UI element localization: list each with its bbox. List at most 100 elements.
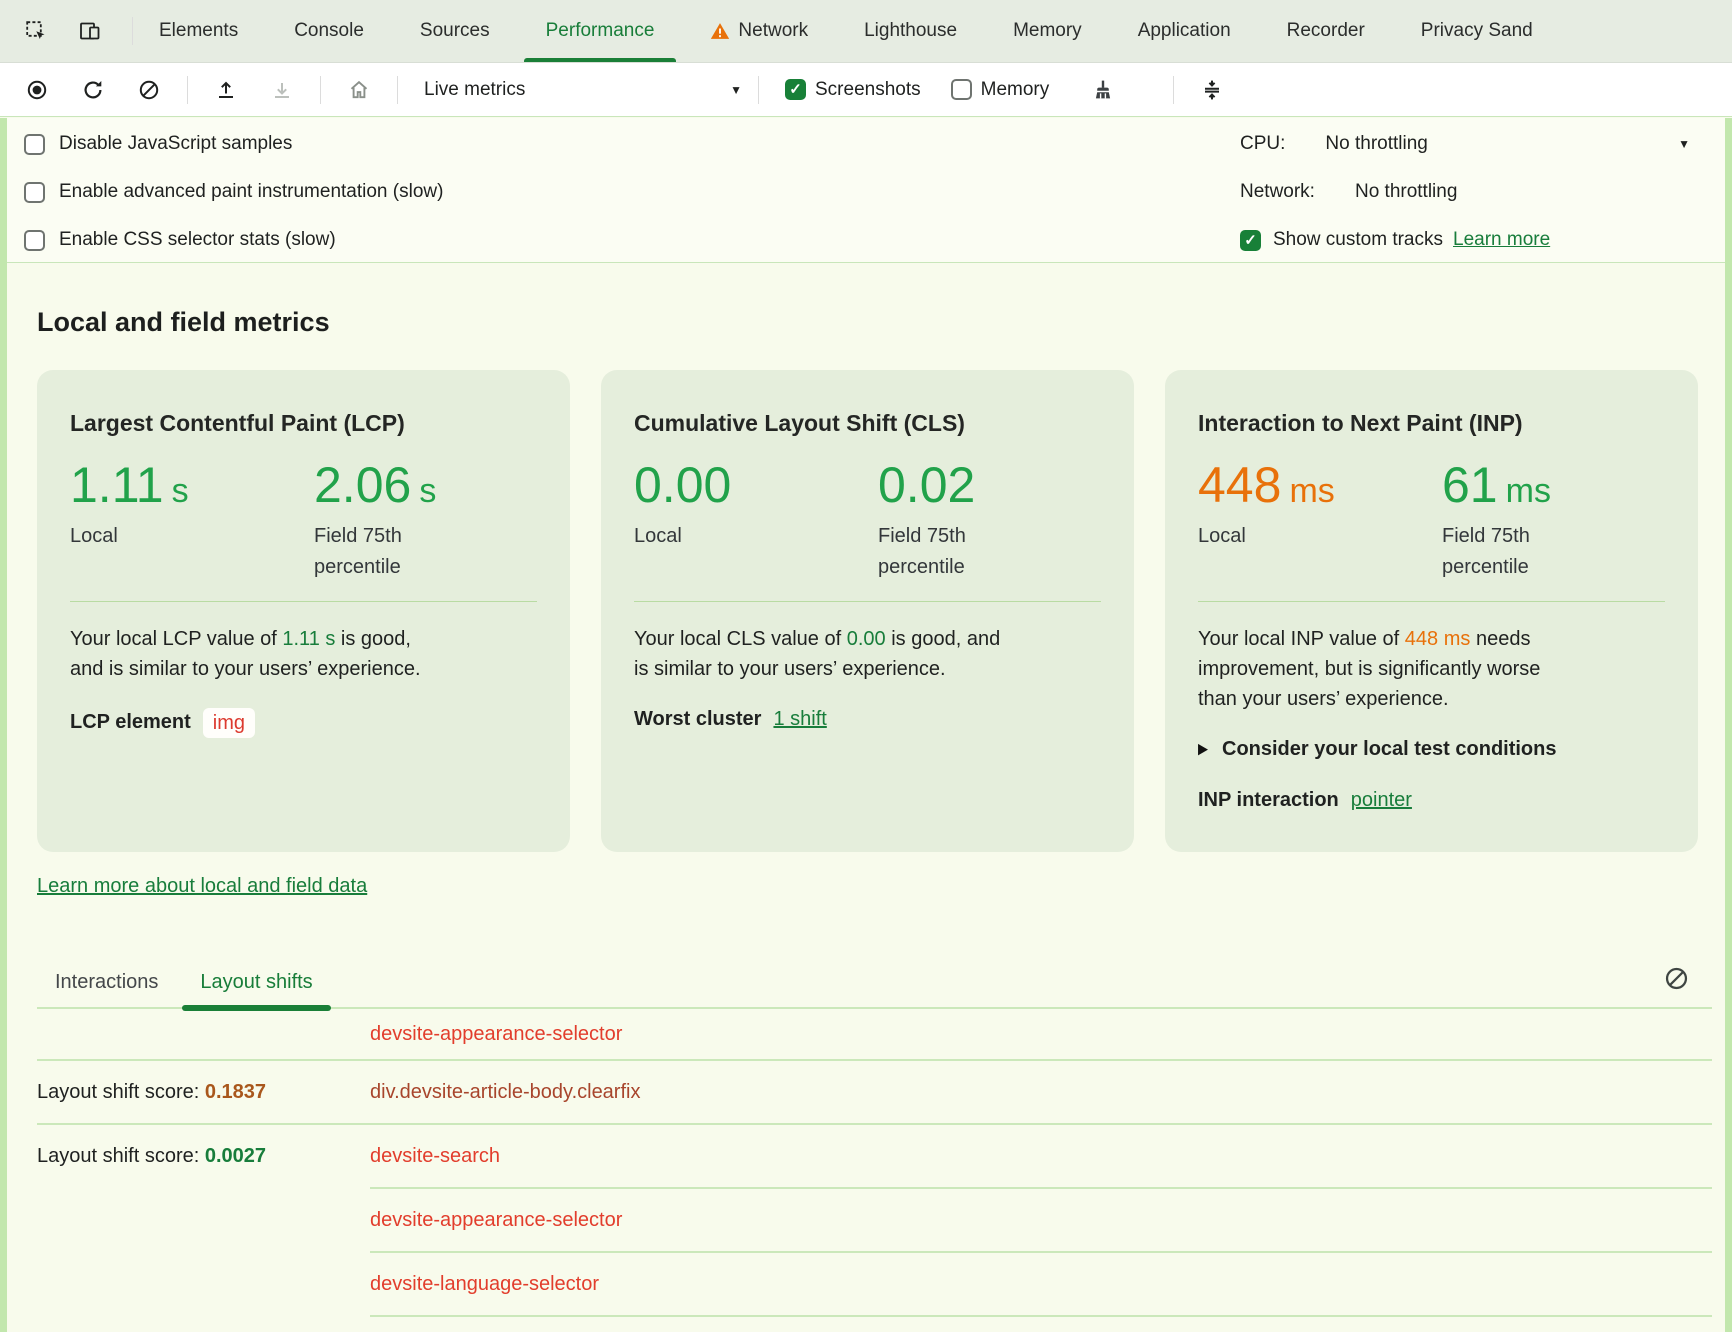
tab-application[interactable]: Application [1137,20,1231,41]
shift-element-link[interactable]: div.devsite-article-body.clearfix [370,1080,641,1103]
tab-lighthouse[interactable]: Lighthouse [864,20,958,41]
clear-log-icon[interactable] [1663,965,1690,992]
layout-shifts-table: devsite-appearance-selector Layout shift… [0,1009,1712,1332]
divider [370,1187,1712,1189]
record-icon[interactable] [25,78,49,102]
cls-description: Your local CLS value of 0.00 is good, an… [634,627,1001,680]
layout-shift-row[interactable]: devsite-appearance-selector [0,1009,1712,1059]
inp-field-value: 61 ms [1442,457,1551,513]
inp-interaction-link[interactable]: pointer [1350,788,1412,811]
field-data-learn-more-link[interactable]: Learn more about local and field data [37,875,368,897]
divider [70,600,537,602]
upload-profile-icon[interactable] [214,78,238,102]
custom-tracks-learn-more-link[interactable]: Learn more [1453,229,1551,250]
panel-left-border [0,118,7,1332]
capture-settings-left: Disable JavaScript samples Enable advanc… [24,120,443,264]
checkbox-unchecked-icon [24,133,45,155]
chevron-down-icon: ▼ [730,82,742,97]
divider [187,75,188,104]
card-title: Largest Contentful Paint (LCP) [70,410,405,436]
panel-right-border [1725,118,1732,1332]
chevron-down-icon[interactable]: ▼ [1678,137,1690,151]
custom-tracks-row: ✓ Show custom tracks Learn more [1240,216,1732,264]
field-label: Field 75th percentile [878,524,966,578]
layout-shift-row[interactable]: Layout shift score: 0.1837 div.devsite-a… [37,1080,641,1103]
tab-layout-shifts[interactable]: Layout shifts [182,957,331,1011]
divider [1173,75,1175,104]
inspect-element-icon[interactable] [24,19,48,43]
tab-performance[interactable]: Performance [523,0,677,62]
advanced-paint-checkbox[interactable]: Enable advanced paint instrumentation (s… [24,168,443,216]
shift-element-link[interactable]: devsite-appearance-selector [370,1208,623,1231]
performance-toolbar: Live metrics ▼ ✓ Screenshots Memory [0,63,1732,117]
css-selector-stats-checkbox[interactable]: Enable CSS selector stats (slow) [24,216,443,264]
shift-element-link[interactable]: devsite-language-selector [370,1272,600,1295]
screenshots-checkbox[interactable]: ✓ Screenshots [785,79,921,101]
cls-field-value: 0.02 [878,457,976,513]
device-toolbar-icon[interactable] [78,19,102,43]
download-profile-icon[interactable] [270,78,294,102]
divider [758,75,759,104]
memory-checkbox[interactable]: Memory [950,79,1049,101]
lcp-description: Your local LCP value of 1.11 s is good, … [70,627,421,680]
inp-local-value: 448 ms [1198,457,1335,513]
cls-local-value: 0.00 [634,457,732,513]
tab-elements[interactable]: Elements [159,20,239,41]
inp-interaction-label: INP interaction [1198,788,1339,811]
history-dropdown[interactable]: Live metrics ▼ [424,78,742,100]
local-test-conditions-disclosure[interactable]: ▶ Consider your local test conditions [1198,737,1557,760]
layout-shift-row[interactable]: devsite-language-selector [0,1253,1712,1315]
inp-card: Interaction to Next Paint (INP) 448 ms Lo… [1165,370,1698,852]
details-tabstrip: Interactions Layout shifts [37,957,1712,1011]
lcp-element-chip[interactable]: img [202,707,256,738]
tab-sources[interactable]: Sources [419,20,490,41]
disable-js-samples-checkbox[interactable]: Disable JavaScript samples [24,120,443,168]
shift-element-link[interactable]: devsite-search [370,1144,501,1167]
lcp-card: Largest Contentful Paint (LCP) 1.11 s Loc… [37,370,570,852]
tab-memory[interactable]: Memory [1013,20,1082,41]
throttling-settings: CPU: No throttling ▼ Network: No throttl… [1240,120,1732,264]
local-label: Local [1198,524,1246,547]
home-icon[interactable] [347,78,371,102]
collapse-panel-icon[interactable] [1200,78,1224,102]
network-throttling-select[interactable]: No throttling [1354,181,1458,202]
layout-shift-row[interactable]: Layout shift score: 0.0027 devsite-searc… [37,1144,501,1167]
checkbox-checked-icon: ✓ [1240,229,1261,251]
tab-recorder[interactable]: Recorder [1286,20,1365,41]
divider [37,1123,1712,1125]
checkbox-unchecked-icon [950,79,972,100]
shift-element-link[interactable]: devsite-appearance-selector [370,1022,623,1045]
garbage-collect-icon[interactable] [1091,78,1115,102]
checkbox-checked-icon: ✓ [785,79,806,100]
divider [1198,600,1665,602]
layout-shift-row[interactable]: devsite-appearance-selector [0,1189,1712,1251]
worst-cluster-link[interactable]: 1 shift [773,707,827,730]
divider [37,1059,1712,1061]
page-title: Local and field metrics [37,307,330,337]
warning-icon [710,21,730,41]
divider [370,1315,1712,1317]
tab-interactions[interactable]: Interactions [55,970,159,993]
field-label: Field 75th percentile [1442,524,1530,578]
tab-console[interactable]: Console [294,20,364,41]
divider [320,75,321,104]
cpu-throttling-select[interactable]: No throttling [1325,133,1428,154]
show-custom-tracks-checkbox[interactable]: ✓ Show custom tracks [1240,229,1443,251]
capture-settings: Disable JavaScript samples Enable advanc… [0,118,1732,263]
clear-icon[interactable] [137,78,161,102]
inp-description: Your local INP value of 448 ms needs imp… [1198,627,1541,710]
cpu-throttling-row: CPU: No throttling ▼ [1240,133,1690,154]
shift-score: 0.0027 [204,1144,267,1167]
divider [634,600,1101,602]
checkbox-unchecked-icon [24,229,45,251]
divider [370,1251,1712,1253]
tab-network[interactable]: Network [710,0,808,62]
lcp-element-label: LCP element [70,711,191,733]
tab-privacy-sandbox[interactable]: Privacy Sand [1420,20,1533,41]
card-title: Cumulative Layout Shift (CLS) [634,410,965,436]
checkbox-unchecked-icon [24,181,45,203]
reload-record-icon[interactable] [81,78,105,102]
shift-score: 0.1837 [204,1080,267,1103]
layout-shift-row[interactable]: div.devsite-floating-action-buttons [0,1317,1712,1332]
devtools-tabbar: Elements Console Sources Performance Net… [0,0,1732,63]
